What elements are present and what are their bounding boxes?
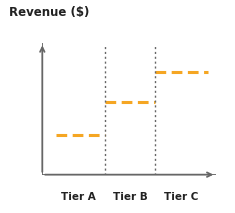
Text: Revenue ($): Revenue ($) [9,6,90,19]
Text: Tier C: Tier C [164,192,199,202]
Text: Tier B: Tier B [113,192,147,202]
Text: Tier A: Tier A [61,192,96,202]
